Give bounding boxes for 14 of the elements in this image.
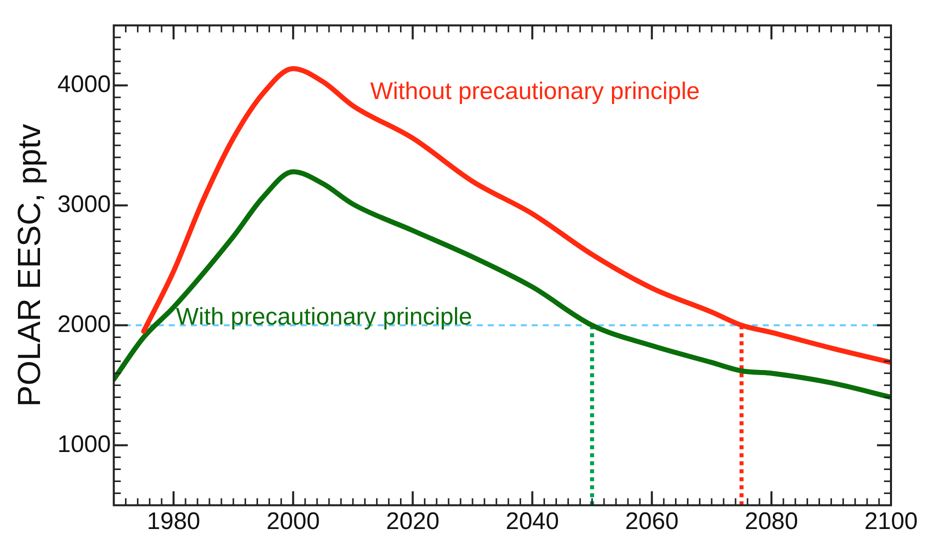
y-tick-label: 3000 — [57, 190, 111, 218]
x-tick-label: 2000 — [266, 508, 320, 536]
series-label: With precautionary principle — [176, 304, 472, 331]
x-tick-label: 1980 — [146, 508, 200, 536]
x-tick-label: 2060 — [625, 508, 679, 536]
x-tick-label: 2040 — [506, 508, 559, 536]
x-tick-label: 2020 — [386, 508, 440, 536]
x-tick-label: 2080 — [744, 508, 798, 536]
y-tick-label: 2000 — [57, 310, 111, 338]
y-axis-title: POLAR EESC, pptv — [11, 124, 48, 407]
y-tick-label: 1000 — [57, 430, 111, 458]
x-tick-label: 2100 — [864, 508, 918, 536]
y-tick-label: 4000 — [57, 71, 111, 98]
series-label: Without precautionary principle — [370, 78, 700, 106]
